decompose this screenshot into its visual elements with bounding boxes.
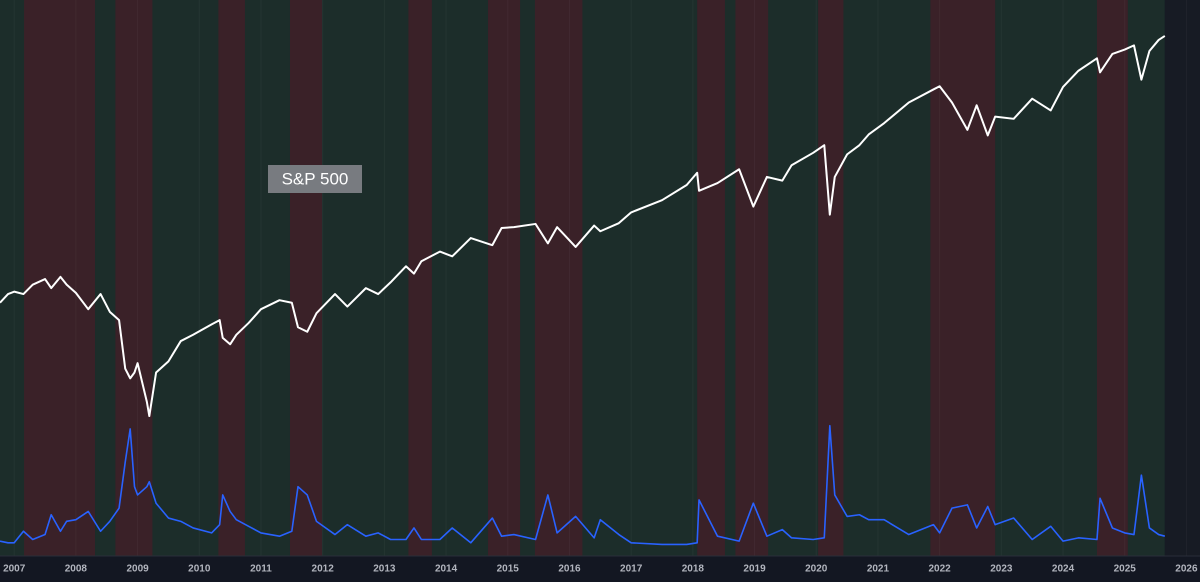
x-tick-label: 2025 (1114, 564, 1137, 575)
regime-region (488, 0, 521, 556)
regime-region (1096, 0, 1128, 556)
regime-region (115, 0, 153, 556)
x-tick-label: 2024 (1052, 564, 1075, 575)
regime-region (735, 0, 769, 556)
x-tick-label: 2017 (620, 564, 643, 575)
x-tick-label: 2009 (126, 564, 149, 575)
x-tick-label: 2007 (3, 564, 26, 575)
regime-region (697, 0, 725, 556)
x-tick-label: 2022 (929, 564, 952, 575)
x-tick-label: 2026 (1175, 564, 1198, 575)
series-line (0, 35, 1166, 418)
x-tick-label: 2012 (312, 564, 335, 575)
regime-region (534, 0, 583, 556)
x-tick-label: 2021 (867, 564, 890, 575)
series-label: S&P 500 (268, 165, 362, 193)
x-tick-label: 2014 (435, 564, 458, 575)
regime-region (818, 0, 844, 556)
x-tick-label: 2013 (373, 564, 396, 575)
x-tick-label: 2016 (558, 564, 581, 575)
regime-region (289, 0, 323, 556)
x-tick-label: 2008 (65, 564, 88, 575)
regime-region (930, 0, 996, 556)
x-tick-label: 2015 (497, 564, 520, 575)
x-tick-label: 2019 (743, 564, 766, 575)
x-tick-label: 2023 (990, 564, 1013, 575)
x-tick-label: 2010 (188, 564, 211, 575)
x-tick-label: 2018 (682, 564, 705, 575)
x-tick-label: 2020 (805, 564, 828, 575)
series-label-text: S&P 500 (282, 169, 349, 188)
future-area (1164, 0, 1200, 556)
series-label-box (268, 165, 362, 193)
regime-region (408, 0, 432, 556)
x-tick-label: 2011 (250, 564, 272, 575)
series-line (0, 424, 1166, 546)
regime-region (218, 0, 245, 556)
